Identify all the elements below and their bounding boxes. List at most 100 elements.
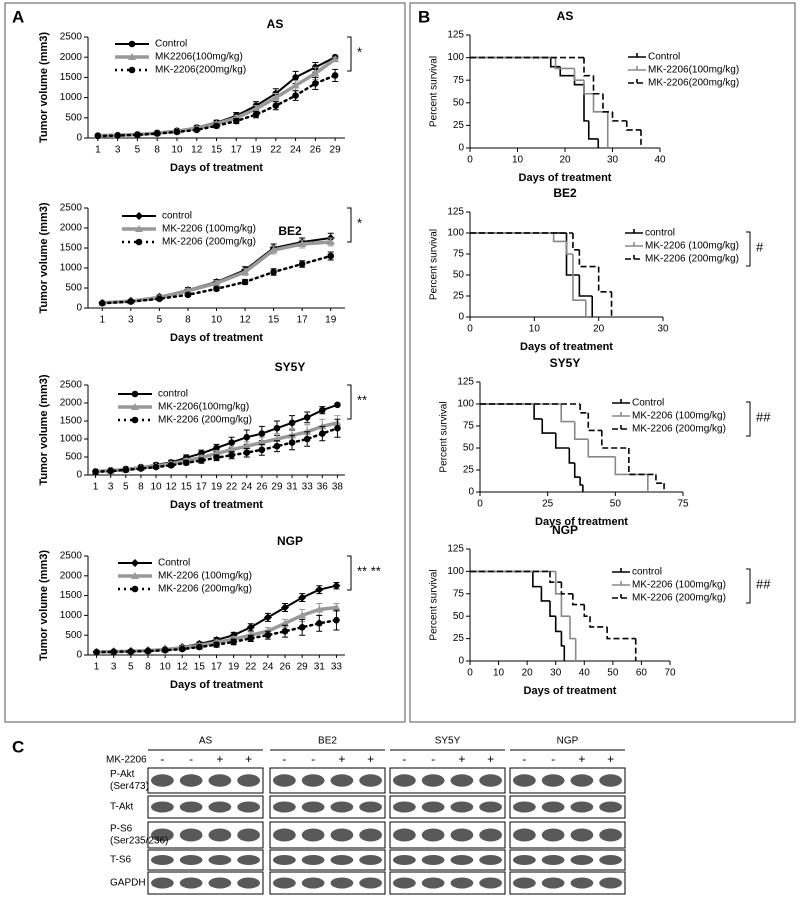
blot-row-label: GAPDH <box>110 878 146 889</box>
band <box>541 855 565 865</box>
band <box>479 828 502 842</box>
panel-label: C <box>12 737 24 756</box>
x-tick-label: 12 <box>191 145 203 156</box>
marker <box>213 641 220 649</box>
marker <box>311 69 320 77</box>
blot-strip <box>147 849 264 871</box>
marker <box>258 446 266 454</box>
survival-step <box>614 456 648 476</box>
x-tick-label: 29 <box>330 145 342 156</box>
y-tick-label: 1000 <box>60 263 83 274</box>
blot-strip <box>147 871 264 895</box>
band <box>151 774 174 787</box>
y-axis-label: Tumor volume (mm3) <box>38 202 50 313</box>
survival-step <box>532 571 542 588</box>
band <box>541 801 565 813</box>
lane-sign: + <box>607 752 614 766</box>
band <box>479 774 502 787</box>
marker <box>94 132 102 140</box>
legend-label: MK-2206 (100mg/kg) <box>162 224 256 235</box>
band <box>208 774 232 787</box>
survival-step <box>560 631 565 647</box>
marker <box>291 81 300 89</box>
x-tick-label: 60 <box>636 668 648 679</box>
series-line <box>101 237 332 304</box>
bracket <box>347 384 352 420</box>
lane-sign: + <box>367 752 374 766</box>
legend-label: MK-2206(100mg/kg) <box>158 402 249 413</box>
band <box>479 801 502 813</box>
band <box>273 828 296 842</box>
x-tick-label: 30 <box>607 155 619 166</box>
y-tick-label: 100 <box>447 52 464 63</box>
blot-strip <box>389 767 506 794</box>
x-tick-label: 31 <box>314 662 326 673</box>
blot-group-label: AS <box>199 736 213 747</box>
survival-step <box>554 616 562 633</box>
lane-sign: - <box>311 752 315 766</box>
y-tick-label: 25 <box>453 633 465 644</box>
x-axis-label: Days of treatment <box>520 341 613 353</box>
x-tick-label: 10 <box>512 155 524 166</box>
marker <box>173 128 181 136</box>
y-tick-label: 2500 <box>60 380 83 391</box>
blot-row-label: T-Akt <box>110 802 134 813</box>
marker <box>167 461 175 469</box>
x-tick-label: 22 <box>245 662 257 673</box>
marker <box>271 93 280 101</box>
band <box>330 801 354 813</box>
blot-strip <box>509 871 626 895</box>
marker <box>292 74 299 81</box>
marker <box>316 620 323 627</box>
marker <box>257 438 266 446</box>
survival-step <box>569 616 576 640</box>
marker <box>213 122 220 130</box>
band <box>513 801 536 813</box>
band <box>330 828 354 842</box>
x-tick-label: 24 <box>290 145 302 156</box>
marker <box>263 613 272 622</box>
blot-row-label: T-S6 <box>110 855 132 866</box>
marker <box>247 635 255 642</box>
survival-step <box>549 600 556 617</box>
x-tick-label: 15 <box>181 482 193 493</box>
marker <box>269 246 278 253</box>
survival-step <box>583 604 590 617</box>
survival-step <box>592 75 603 95</box>
panel-a-frame <box>4 2 406 723</box>
legend-label: MK-2206 (100mg/kg) <box>645 241 739 252</box>
legend-marker <box>135 225 143 232</box>
x-tick-label: 5 <box>123 482 129 493</box>
x-tick-label: 40 <box>579 668 591 679</box>
marker <box>241 268 250 275</box>
band <box>237 855 260 865</box>
blot-strip <box>269 795 386 819</box>
y-tick-label: 25 <box>453 291 465 302</box>
y-tick-label: 0 <box>458 656 464 667</box>
x-tick-label: 15 <box>211 145 223 156</box>
marker <box>298 240 307 247</box>
chart-title: SY5Y <box>550 356 581 370</box>
x-tick-label: 19 <box>250 145 262 156</box>
survival-step <box>554 571 562 595</box>
y-tick-label: 100 <box>447 228 464 239</box>
blot-row-label: (Ser473) <box>110 781 149 792</box>
survival-step <box>573 462 581 478</box>
marker <box>298 593 307 602</box>
blot-strip <box>509 821 626 849</box>
survival-step <box>572 254 586 301</box>
marker <box>183 286 192 294</box>
survival-step <box>554 433 570 449</box>
survival-step <box>583 84 589 122</box>
band <box>179 774 203 787</box>
legend-marker <box>131 403 139 410</box>
band <box>393 877 416 889</box>
band <box>513 828 536 842</box>
blot-row-label: P-Akt <box>110 769 135 780</box>
chart-title: NGP <box>552 523 578 537</box>
y-tick-label: 500 <box>65 452 82 463</box>
treatment-label: MK-2206 <box>106 755 147 766</box>
chart-title: BE2 <box>553 186 577 200</box>
x-tick-label: 17 <box>211 662 223 673</box>
marker <box>331 55 340 63</box>
